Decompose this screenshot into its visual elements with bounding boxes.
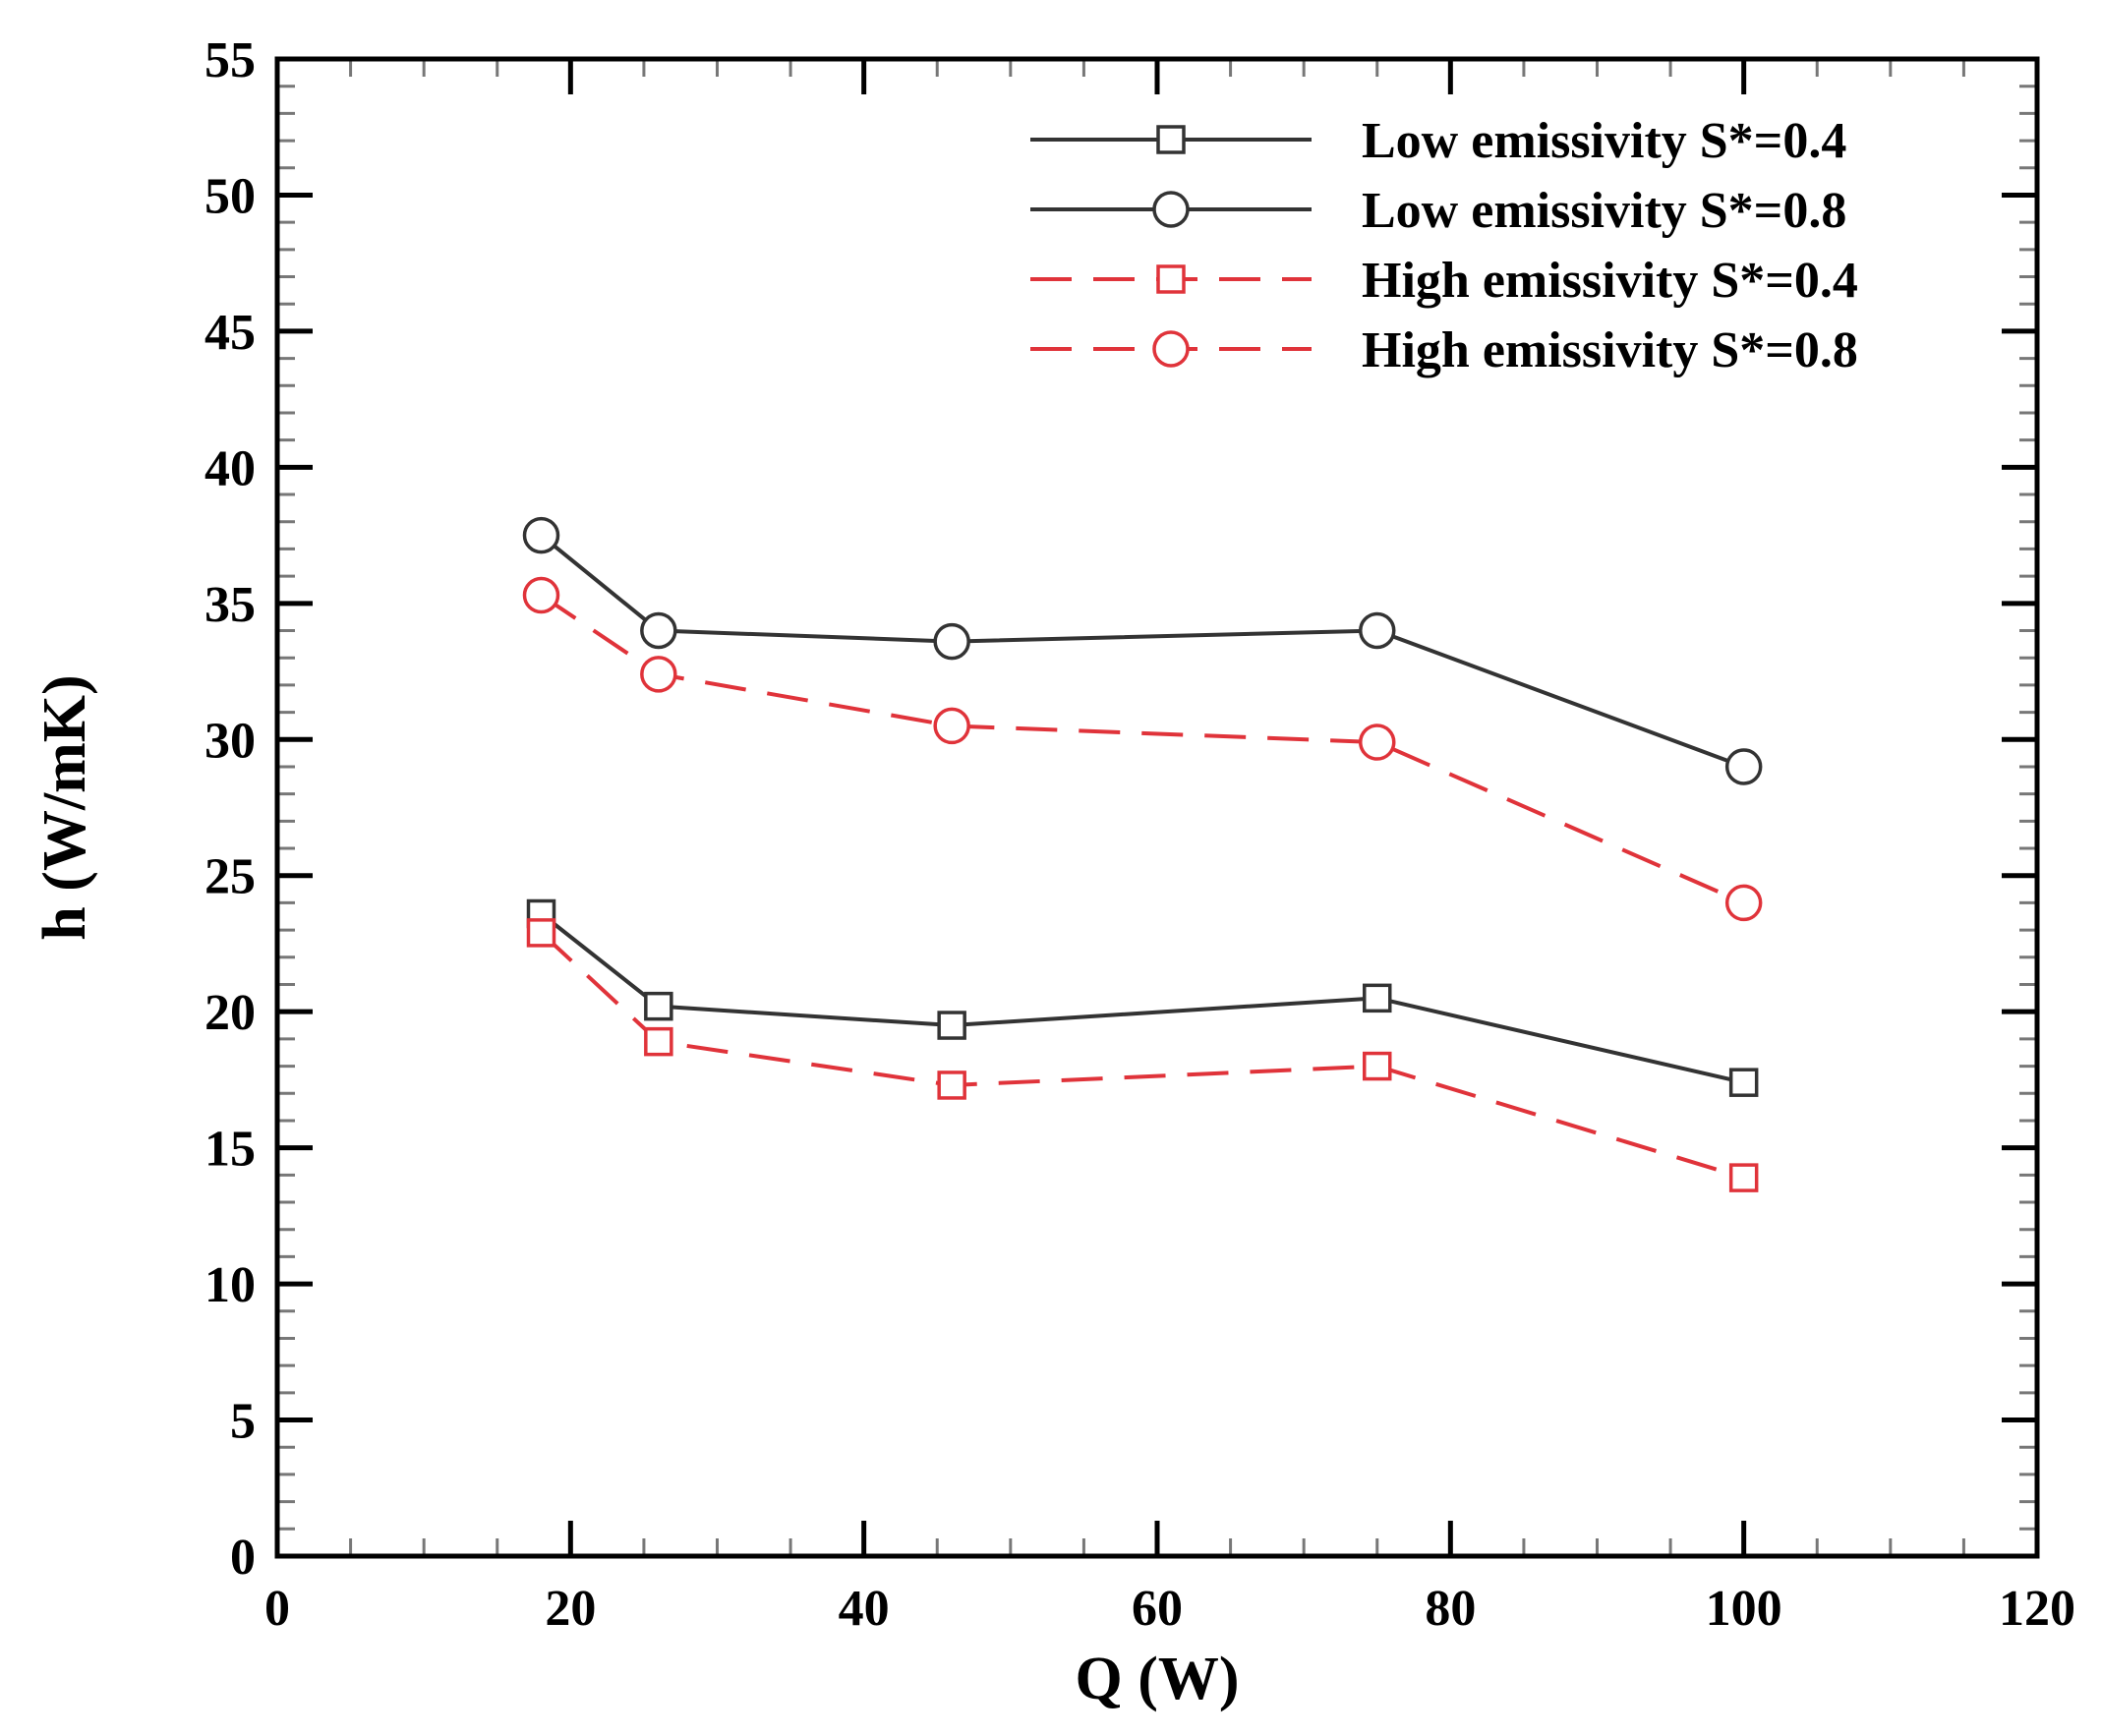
x-tick-label: 20 (545, 1581, 596, 1637)
circle-marker (640, 611, 677, 650)
y-tick-label: 10 (204, 1257, 256, 1313)
y-tick-label: 20 (204, 985, 256, 1041)
square-marker (1728, 1163, 1759, 1192)
square-marker (1363, 983, 1392, 1013)
y-tick-label: 15 (204, 1122, 256, 1178)
x-axis-title: Q (W) (1075, 1646, 1239, 1712)
y-tick-label: 40 (204, 440, 256, 496)
legend-label: Low emissivity S*=0.4 (1362, 113, 1846, 169)
circle-marker (640, 656, 677, 693)
y-tick-label: 45 (204, 305, 256, 361)
legend-label: High emissivity S*=0.8 (1362, 322, 1858, 378)
series-4 (522, 576, 1763, 922)
x-tick-label: 80 (1425, 1581, 1476, 1637)
y-tick-label: 55 (204, 32, 256, 88)
y-tick-label: 35 (204, 577, 256, 633)
legend-circle-marker (1152, 191, 1190, 228)
circle-marker (1359, 723, 1396, 761)
series-3 (526, 918, 1759, 1192)
legend-item: Low emissivity S*=0.4 (1030, 113, 1846, 169)
square-marker (1363, 1051, 1392, 1081)
circle-marker (522, 516, 560, 554)
y-tick-label: 5 (230, 1394, 256, 1450)
square-marker (937, 1011, 966, 1040)
circle-marker (933, 707, 970, 745)
plot-frame (274, 56, 2040, 1559)
legend-label: High emissivity S*=0.4 (1362, 253, 1858, 309)
circle-marker (1724, 748, 1763, 785)
square-marker (937, 1071, 966, 1100)
square-marker (644, 1026, 673, 1057)
circle-marker (522, 576, 560, 614)
legend-circle-marker (1152, 330, 1190, 368)
legend-square-marker (1156, 125, 1186, 154)
series-layer (522, 516, 1763, 1192)
y-tick-label: 50 (204, 168, 256, 224)
legend-square-marker (1156, 264, 1186, 294)
series-2 (522, 516, 1763, 785)
y-tick-label: 25 (204, 849, 256, 905)
legend: Low emissivity S*=0.4 Low emissivity S*=0… (1030, 113, 1858, 378)
y-tick-label: 0 (230, 1530, 256, 1586)
legend-item: Low emissivity S*=0.8 (1030, 183, 1846, 239)
minor-ticks (277, 59, 2037, 1556)
x-tick-label: 40 (839, 1581, 890, 1637)
square-marker (1728, 1068, 1759, 1097)
y-axis-title: h (W/mK) (31, 674, 98, 940)
legend-item: High emissivity S*=0.4 (1030, 253, 1858, 309)
circle-marker (933, 622, 970, 661)
tick-labels: 0 20 40 60 80 100 120 0 5 10 15 20 25 30 35 40 45 50 55 (204, 32, 2075, 1637)
series-line (540, 593, 1745, 905)
circle-marker (1724, 884, 1763, 922)
y-tick-label: 30 (204, 713, 256, 769)
x-tick-label: 60 (1132, 1581, 1183, 1637)
square-marker (644, 991, 673, 1021)
legend-label: Low emissivity S*=0.8 (1362, 183, 1846, 239)
circle-marker (1359, 611, 1396, 650)
legend-item: High emissivity S*=0.8 (1030, 322, 1858, 378)
x-tick-label: 100 (1706, 1581, 1782, 1637)
square-marker (526, 918, 556, 948)
x-tick-label: 0 (264, 1581, 290, 1637)
x-tick-label: 120 (1999, 1581, 2075, 1637)
